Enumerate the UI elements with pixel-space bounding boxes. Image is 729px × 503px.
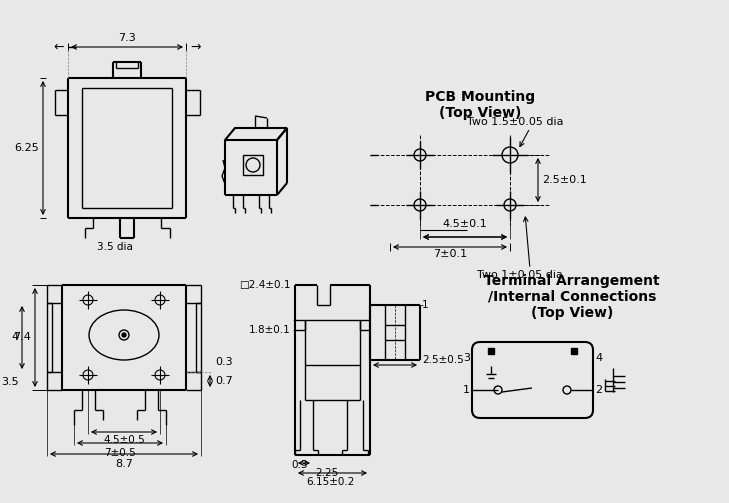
Text: 4: 4 xyxy=(595,353,602,363)
Circle shape xyxy=(122,333,126,337)
Text: 1.8±0.1: 1.8±0.1 xyxy=(249,325,291,335)
Text: Terminal Arrangement
/Internal Connections
(Top View): Terminal Arrangement /Internal Connectio… xyxy=(484,274,660,320)
Text: 3.5: 3.5 xyxy=(1,377,19,387)
Text: 1: 1 xyxy=(463,385,470,395)
Text: →: → xyxy=(190,41,200,53)
Text: 7.3: 7.3 xyxy=(118,33,136,43)
Text: 4.5±0.1: 4.5±0.1 xyxy=(443,219,488,229)
Text: Two 1.5±0.05 dia: Two 1.5±0.05 dia xyxy=(467,117,564,127)
Text: 8.7: 8.7 xyxy=(115,459,133,469)
Text: PCB Mounting
(Top View): PCB Mounting (Top View) xyxy=(425,90,535,120)
Text: 6.15±0.2: 6.15±0.2 xyxy=(305,477,354,487)
Text: ←: ← xyxy=(53,41,64,53)
Text: 2.5±0.5: 2.5±0.5 xyxy=(422,355,464,365)
FancyBboxPatch shape xyxy=(571,348,577,354)
Text: 4: 4 xyxy=(12,332,19,343)
Text: 6.25: 6.25 xyxy=(15,143,39,153)
Text: 7±0.5: 7±0.5 xyxy=(104,448,136,458)
Text: 7.4: 7.4 xyxy=(13,332,31,343)
Text: Two 1±0.05 dia: Two 1±0.05 dia xyxy=(477,270,563,280)
Text: 4.5±0.5: 4.5±0.5 xyxy=(103,435,145,445)
Text: 2.5±0.1: 2.5±0.1 xyxy=(542,175,587,185)
Text: 0.3: 0.3 xyxy=(215,357,233,367)
Text: 1: 1 xyxy=(422,300,429,310)
Text: 3.5 dia: 3.5 dia xyxy=(97,242,133,252)
FancyBboxPatch shape xyxy=(488,348,494,354)
Text: 2: 2 xyxy=(595,385,602,395)
Text: 2.25: 2.25 xyxy=(315,468,338,478)
Text: 7±0.1: 7±0.1 xyxy=(433,249,467,259)
Text: 0.3: 0.3 xyxy=(292,460,308,470)
Text: □2.4±0.1: □2.4±0.1 xyxy=(240,280,291,290)
Text: 0.7: 0.7 xyxy=(215,376,233,386)
Text: 3: 3 xyxy=(463,353,470,363)
